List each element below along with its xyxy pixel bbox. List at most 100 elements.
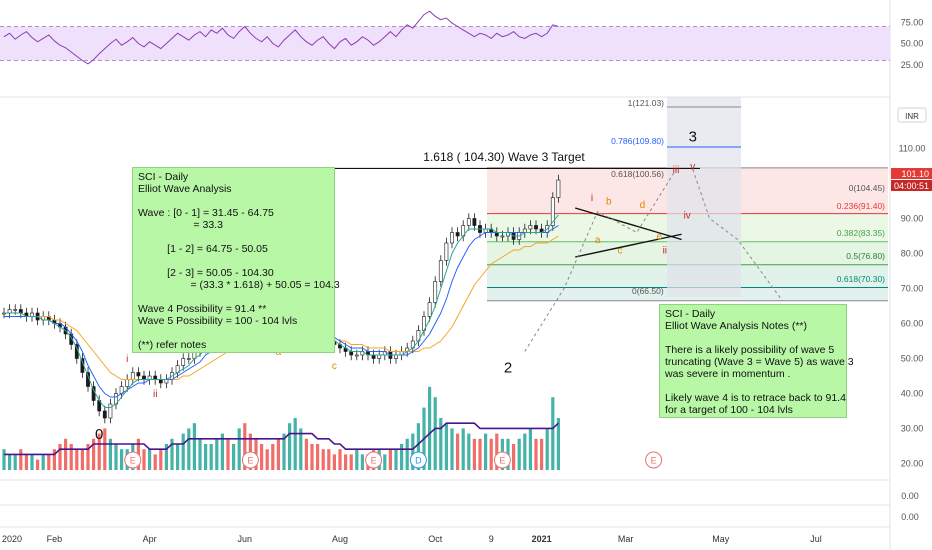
candle-body [13,309,18,311]
volume-bar [528,428,532,470]
wave-label: e [656,232,662,243]
currency-button[interactable] [897,107,927,123]
volume-bar [450,428,454,470]
rsi-series-line [3,10,559,65]
candle-body [556,179,561,198]
candle-body [30,312,34,317]
note-line: SCI - Daily [665,308,716,320]
analysis-note-left[interactable]: SCI - Daily Elliot Wave Analysis Wave : [0… [132,167,340,353]
volume-bar [495,433,499,470]
wave-label: i [126,354,128,365]
fib-0-bottom-label: 0(66.50) [632,286,664,296]
note-line [138,291,329,303]
fib-0-top-label: 0(104.45) [849,183,886,193]
triangle-upper-trendline [575,207,682,241]
rsi-line [3,10,559,65]
volume-bar [243,423,247,470]
volume-bar [327,449,331,470]
candle-body [158,379,163,384]
candle-body [438,260,443,282]
countdown-badge [891,180,932,191]
event-marker-circle [124,451,142,469]
note-line: Elliot Wave Analysis [138,183,232,195]
note-line: SCI - Daily [138,171,189,183]
volume-bar [187,428,191,470]
candle-body [181,358,186,366]
time-axis-label: Oct [428,534,443,544]
volume-bar [394,449,398,470]
candle-body [550,197,555,226]
volume-bar [478,438,482,470]
trend-drawings [524,169,783,352]
fib-382-label: 0.382(83.35) [837,228,885,238]
candle-body [444,242,449,261]
volume-bar [69,444,73,470]
note-line: was severe in momentum . [665,368,791,380]
volume-bar [24,454,28,470]
volume-bar [114,444,118,470]
event-marker-label: E [499,456,505,466]
volume-bar [467,433,471,470]
candle-body [377,354,382,359]
candle-body [371,354,376,359]
volume-bar [8,454,12,470]
volume-bar [153,454,157,470]
volume-bar [215,438,219,470]
time-axis-label: 2020 [2,534,22,544]
wave-label: 2 [504,360,512,377]
extra-axis-tick-2: 0.00 [901,512,919,522]
rsi-axis-tick: 50.00 [901,39,924,49]
candle-body [394,354,398,359]
fib-ext-786-label: 0.786(109.80) [611,136,664,146]
price-axis-tick: 20.00 [901,459,924,469]
volume-bar [405,438,409,470]
volume-bar [288,423,292,470]
fib-ext-618-label: 0.618(100.56) [611,169,664,179]
fib-extension-box [667,97,741,297]
analysis-note-right[interactable]: SCI - Daily Elliot Wave Analysis Notes (*… [659,304,854,418]
event-marker-circle [365,451,383,469]
note-line [138,195,329,207]
note-line: [2 - 3] = 50.05 - 104.30 [138,267,274,279]
candle-body [472,218,477,226]
volume-bar [439,418,443,470]
wave3-target-label: 1.618 ( 104.30) Wave 3 Target [423,150,585,164]
volume-bar [411,433,415,470]
volume-bar [282,433,286,470]
volume-bar [265,449,269,470]
note-line: = 33.3 [138,219,223,231]
time-axis-label: Aug [332,534,348,544]
event-marker-label: E [247,456,253,466]
price-axis-tick: 60.00 [901,319,924,329]
price-axis-tick: 80.00 [901,249,924,259]
price-axis-tick: 90.00 [901,214,924,224]
wave-label: v [690,162,695,173]
note-line: for a target of 100 - 104 lvls [665,404,793,416]
volume-bar [489,438,493,470]
volume-bar [461,428,465,470]
wave-label: 3 [689,129,697,146]
countdown-label: 04:00:51 [894,181,929,191]
extra-axis-tick-1: 0.00 [901,491,919,501]
volume-bar [52,449,56,470]
volume-bar [220,433,224,470]
note-line: truncating (Wave 3 = Wave 5) as wave 3 [665,356,854,368]
volume-bar [237,428,241,470]
volume-bar [321,449,325,470]
candle-body [91,386,96,401]
volume-bar [198,438,202,470]
volume-bar [388,449,392,470]
last-price-label: 101.10 [901,169,929,179]
candle-body [450,232,454,244]
wave-label: ii [153,389,157,400]
time-axis-label: Apr [143,534,157,544]
volume-bar [355,449,359,470]
volume-bar [344,454,348,470]
candle-body [102,410,107,419]
fib-ext-top-label: 1(121.03) [628,98,665,108]
note-line: There is a likely possibility of wave 5 [665,344,835,356]
volume-bar [433,397,437,470]
wave-label: i [591,193,593,204]
